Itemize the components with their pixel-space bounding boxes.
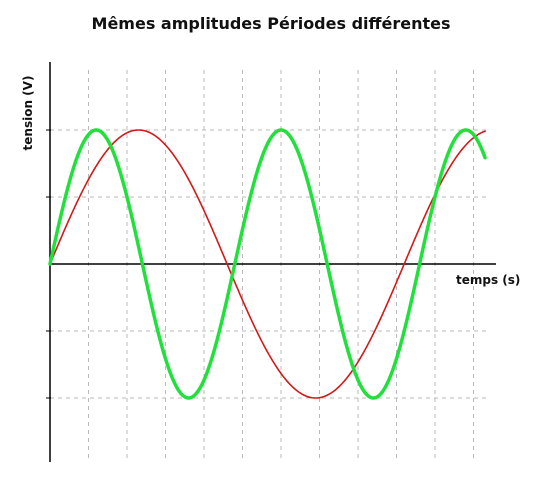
chart-title: Mêmes amplitudes Périodes différentes — [91, 14, 451, 33]
series-line-1 — [49, 129, 486, 399]
x-axis-label: temps (s) — [456, 273, 521, 287]
series-line-2 — [48, 128, 487, 400]
y-axis-label: tension (V) — [21, 75, 35, 151]
